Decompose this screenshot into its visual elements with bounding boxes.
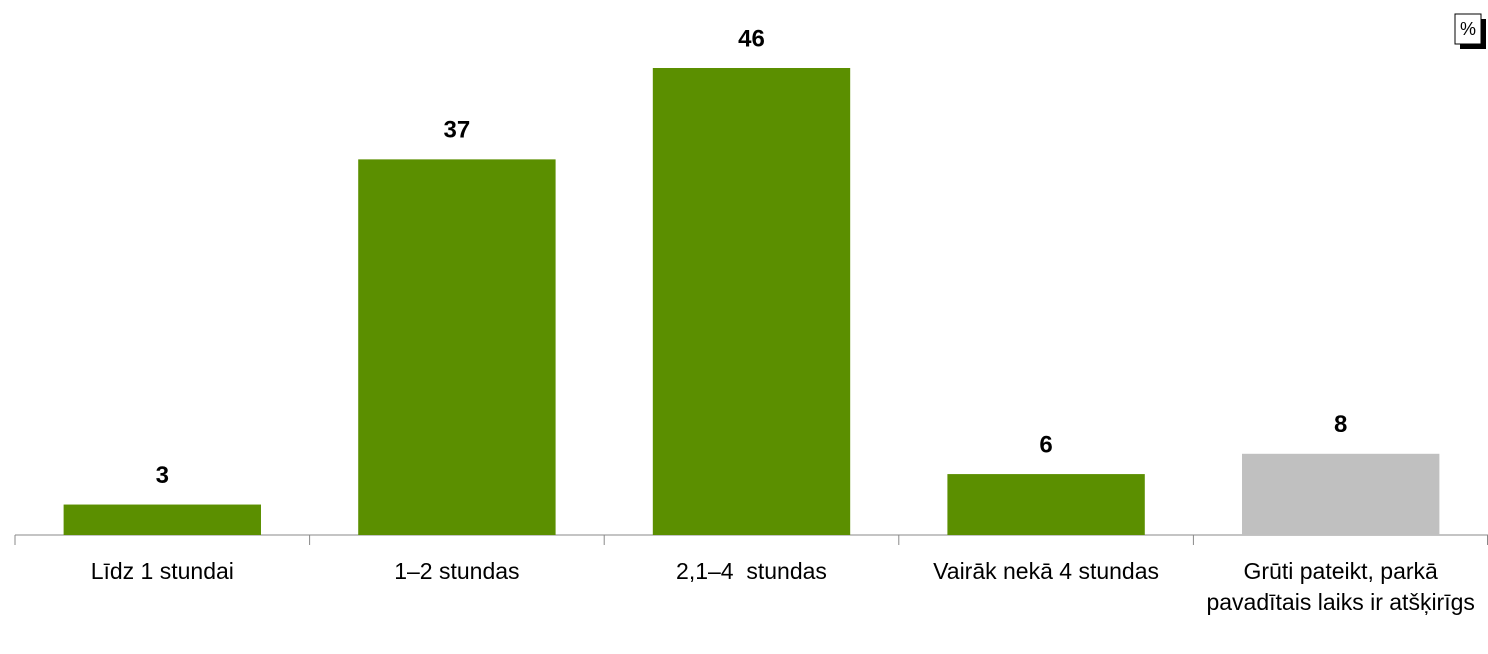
x-tick-label: Grūti pateikt, parkā pavadītais laiks ir… [1206, 558, 1475, 615]
value-label: 3 [156, 462, 169, 489]
x-tick-label: 1–2 stundas [394, 558, 520, 584]
value-label: 46 [738, 25, 765, 52]
x-tick-label: Vairāk nekā 4 stundas [933, 558, 1160, 584]
bar [63, 504, 261, 535]
bar [1242, 453, 1440, 535]
x-tick-label: 2,1–4 stundas [676, 558, 827, 584]
value-label: 8 [1334, 411, 1347, 438]
bar [652, 68, 851, 535]
bar [358, 159, 556, 535]
x-tick-label: Līdz 1 stundai [90, 558, 234, 584]
unit-box [1454, 13, 1482, 45]
bar [947, 474, 1145, 535]
value-label: 37 [444, 117, 471, 144]
unit-label: % [1460, 19, 1476, 39]
value-label: 6 [1039, 431, 1052, 458]
